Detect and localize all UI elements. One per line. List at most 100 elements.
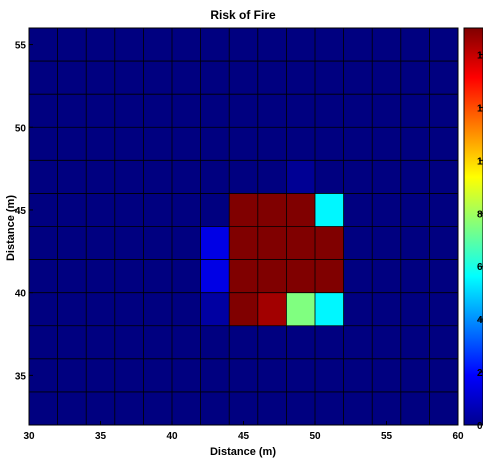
y-axis-ticks: 35 40 45 50 55 xyxy=(15,41,33,382)
colorbar-ticks: 0 2 4 6 8 1 1 1 xyxy=(477,50,483,432)
heatmap-cell xyxy=(86,127,115,161)
heatmap-cell xyxy=(229,127,258,161)
heatmap-cell xyxy=(315,61,344,95)
colorbar-tick-label: 1 xyxy=(477,156,483,167)
x-tick-label: 30 xyxy=(23,431,35,442)
y-tick-label: 45 xyxy=(15,206,27,217)
heatmap-cell xyxy=(57,127,87,161)
heatmap-cell xyxy=(315,226,344,260)
heatmap-cell xyxy=(315,160,344,194)
heatmap-cell xyxy=(200,127,230,161)
x-tick-label: 55 xyxy=(381,431,393,442)
heatmap-cell xyxy=(229,259,258,293)
x-tick-label: 35 xyxy=(95,431,107,442)
x-tick-label: 40 xyxy=(166,431,178,442)
heatmap-cell xyxy=(372,226,401,260)
heatmap-cell xyxy=(372,28,401,62)
heatmap-cell xyxy=(143,160,172,194)
heatmap-cell xyxy=(372,358,401,392)
heatmap-cell xyxy=(86,28,115,62)
heatmap-cell xyxy=(343,259,373,293)
heatmap-cell xyxy=(172,325,201,359)
heatmap-cell xyxy=(372,94,401,128)
heatmap-cell xyxy=(257,391,287,425)
y-tick-label: 50 xyxy=(15,123,27,134)
heatmap-cell xyxy=(143,28,172,62)
heatmap-cell xyxy=(143,325,172,359)
heatmap-cell xyxy=(114,391,144,425)
heatmap-cell xyxy=(172,61,201,95)
heatmap-cell xyxy=(172,193,201,227)
heatmap-cell xyxy=(429,358,458,392)
heatmap-cell xyxy=(315,94,344,128)
heatmap-cell xyxy=(200,193,230,227)
heatmap-cell xyxy=(200,325,230,359)
heatmap-cell xyxy=(29,160,58,194)
heatmap-cell xyxy=(114,292,144,326)
heatmap-cell xyxy=(229,61,258,95)
heatmap-cell xyxy=(286,358,315,392)
heatmap-cell xyxy=(429,325,458,359)
heatmap-cell xyxy=(114,259,144,293)
heatmap-cell xyxy=(400,226,430,260)
heatmap-cell xyxy=(400,160,430,194)
x-tick-label: 50 xyxy=(309,431,321,442)
heatmap-cell xyxy=(286,94,315,128)
heatmap-cell xyxy=(200,259,230,293)
heatmap-cell xyxy=(86,325,115,359)
heatmap-cell xyxy=(114,28,144,62)
heatmap-cell xyxy=(429,193,458,227)
heatmap-cell xyxy=(57,259,87,293)
heatmap-cell xyxy=(172,226,201,260)
heatmap-cell xyxy=(372,325,401,359)
x-axis-ticks: 30 35 40 45 50 55 60 xyxy=(23,421,464,442)
heatmap-cell xyxy=(400,391,430,425)
heatmap-cell xyxy=(257,61,287,95)
heatmap-cell xyxy=(286,160,315,194)
heatmap-cell xyxy=(86,94,115,128)
heatmap-cell xyxy=(315,28,344,62)
heatmap-cell xyxy=(257,292,287,326)
heatmap-cell xyxy=(86,226,115,260)
heatmap-cell xyxy=(400,61,430,95)
heatmap-cell xyxy=(286,28,315,62)
heatmap-cell xyxy=(29,28,58,62)
heatmap-cell xyxy=(343,61,373,95)
heatmap-cell xyxy=(200,358,230,392)
heatmap-cell xyxy=(372,160,401,194)
heatmap-cell xyxy=(257,193,287,227)
heatmap-cell xyxy=(343,325,373,359)
heatmap-cell xyxy=(29,325,58,359)
heatmap-cell xyxy=(57,61,87,95)
heatmap-cell xyxy=(86,391,115,425)
heatmap-cell xyxy=(200,226,230,260)
heatmap-cell xyxy=(229,391,258,425)
heatmap-cell xyxy=(57,358,87,392)
colorbar-tick-label: 2 xyxy=(477,368,483,379)
heatmap-cell xyxy=(29,391,58,425)
heatmap-cell xyxy=(114,127,144,161)
heatmap-cell xyxy=(286,61,315,95)
heatmap-cell xyxy=(286,226,315,260)
heatmap-cell xyxy=(343,160,373,194)
heatmap-cell xyxy=(429,226,458,260)
heatmap-cell xyxy=(372,61,401,95)
heatmap-cell xyxy=(286,292,315,326)
heatmap-cell xyxy=(29,259,58,293)
heatmap-cell xyxy=(57,226,87,260)
heatmap-cell xyxy=(143,127,172,161)
heatmap-cell xyxy=(57,94,87,128)
heatmap-cell xyxy=(114,193,144,227)
chart-title: Risk of Fire xyxy=(210,8,276,22)
y-tick-label: 40 xyxy=(15,289,27,300)
heatmap-cell xyxy=(29,358,58,392)
x-axis-label: Distance (m) xyxy=(210,446,276,458)
x-tick-label: 60 xyxy=(452,431,464,442)
heatmap-cell xyxy=(229,160,258,194)
heatmap-cell xyxy=(86,160,115,194)
heatmap-cell xyxy=(229,94,258,128)
heatmap-cell xyxy=(372,193,401,227)
heatmap-cell xyxy=(172,94,201,128)
heatmap-cell xyxy=(315,325,344,359)
